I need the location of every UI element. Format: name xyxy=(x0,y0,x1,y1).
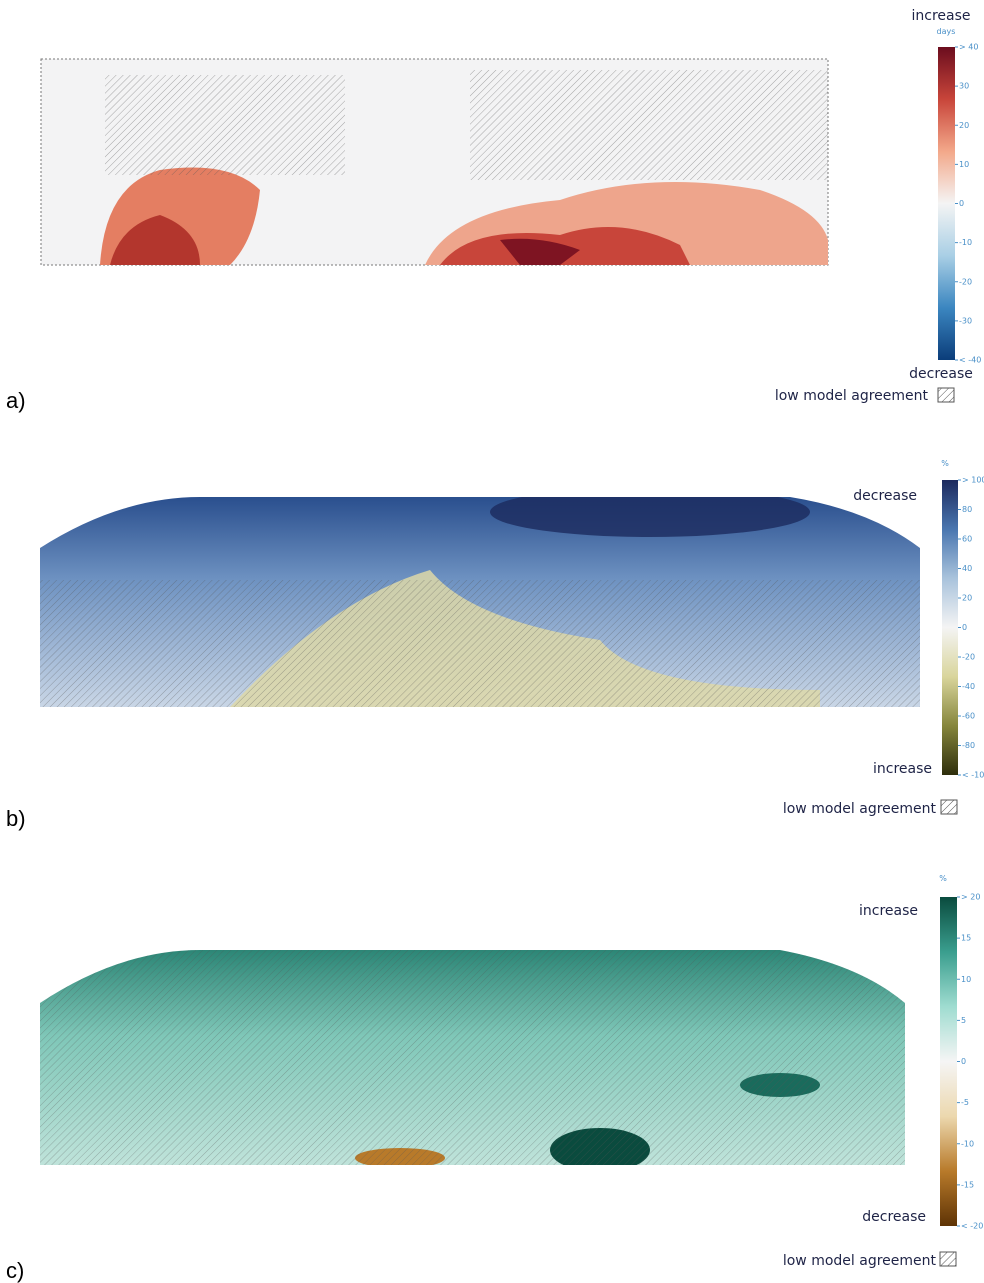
colorbar-tick-label: 30 xyxy=(959,82,969,91)
colorbar-tick-label: -5 xyxy=(961,1098,969,1107)
colorbar-tick-label: 20 xyxy=(959,121,969,130)
colorbar-tick-label: 10 xyxy=(959,160,969,169)
colorbar-tick-label: 5 xyxy=(961,1016,966,1025)
colorbar-tick-label: -10 xyxy=(961,1139,974,1148)
map-a xyxy=(41,59,828,265)
colorbar-tick-label: 15 xyxy=(961,934,971,943)
panel-label: b) xyxy=(6,806,26,831)
colorbar-tick-label: < -40 xyxy=(959,356,981,365)
figure: increase days decrease low model agreeme… xyxy=(0,0,984,1283)
colorbar-tick-label: > 100 xyxy=(962,476,984,485)
top-label: increase xyxy=(859,903,918,919)
colorbar-tick-label: < -100 xyxy=(962,771,984,780)
unit: % xyxy=(939,874,947,883)
hatch-swatch xyxy=(940,1252,956,1266)
colorbar-tick-label: 40 xyxy=(962,564,972,573)
top-label: increase xyxy=(911,8,970,24)
colorbar-tick-label: -30 xyxy=(959,316,972,325)
legend-label: low model agreement xyxy=(783,801,937,817)
colorbar-tick-label: -20 xyxy=(962,653,975,662)
colorbar-tick-label: 20 xyxy=(962,594,972,603)
colorbar-tick-label: > 40 xyxy=(959,43,978,52)
colorbar xyxy=(938,47,955,360)
bottom-label: decrease xyxy=(909,366,973,382)
colorbar-tick-label: -60 xyxy=(962,712,975,721)
bottom-label: decrease xyxy=(862,1209,926,1225)
colorbar-tick-label: -80 xyxy=(962,741,975,750)
map-b xyxy=(40,487,920,707)
map-c xyxy=(40,950,905,1172)
colorbar-tick-label: -40 xyxy=(962,682,975,691)
colorbar-tick-label: 60 xyxy=(962,535,972,544)
colorbar-tick-label: 80 xyxy=(962,505,972,514)
colorbar-tick-label: 10 xyxy=(961,975,971,984)
legend-label: low model agreement xyxy=(775,388,929,404)
panel-label: a) xyxy=(6,388,26,413)
colorbar-tick-label: -10 xyxy=(959,238,972,247)
unit: days xyxy=(937,27,956,36)
colorbar-tick-label: 0 xyxy=(962,623,967,632)
hatch-swatch xyxy=(938,388,954,402)
unit: % xyxy=(941,459,949,468)
top-label: decrease xyxy=(853,488,917,504)
colorbar-tick-label: -15 xyxy=(961,1180,974,1189)
colorbar-tick-label: 0 xyxy=(959,199,964,208)
hatch-swatch xyxy=(941,800,957,814)
colorbar xyxy=(942,480,958,775)
colorbar-tick-label: > 20 xyxy=(961,893,980,902)
panel-label: c) xyxy=(6,1258,24,1283)
legend-label: low model agreement xyxy=(783,1253,937,1269)
bottom-label: increase xyxy=(873,761,932,777)
colorbar-tick-label: 0 xyxy=(961,1057,966,1066)
colorbar-tick-label: < -20 xyxy=(961,1222,983,1231)
colorbar-tick-label: -20 xyxy=(959,277,972,286)
colorbar xyxy=(940,897,957,1226)
